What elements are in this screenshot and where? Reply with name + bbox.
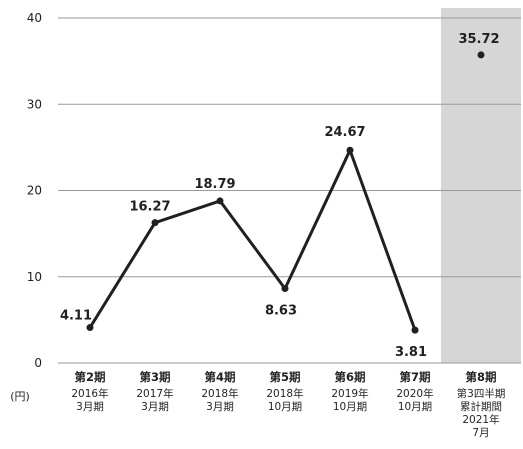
data-label: 4.11: [60, 309, 92, 324]
y-tick-label: 30: [27, 97, 42, 111]
period-date-label: 3月期: [76, 401, 104, 413]
period-date-label: 3月期: [206, 401, 234, 413]
period-label: 第4期: [204, 370, 235, 384]
grid-lines: [58, 17, 521, 364]
series-line: [88, 148, 417, 332]
y-tick-label: 10: [27, 270, 42, 284]
period-label: 第7期: [399, 370, 430, 384]
data-label: 18.79: [194, 177, 235, 192]
data-label: 35.72: [458, 32, 499, 47]
y-tick-label: 40: [27, 11, 42, 25]
period-date-label: 2016年: [71, 387, 108, 400]
y-tick-label: 20: [27, 184, 42, 198]
period-label: 第3期: [139, 370, 170, 384]
data-point: [477, 51, 485, 59]
period-date-label: 第3四半期: [457, 387, 506, 400]
period-date-label: 7月: [472, 427, 489, 439]
period-date-label: 3月期: [141, 401, 169, 413]
data-point: [281, 285, 289, 293]
data-label: 8.63: [265, 304, 297, 319]
period-date-label: 2020年: [396, 387, 433, 400]
period-date-label: 2017年: [136, 387, 173, 400]
period-date-label: 10月期: [268, 401, 302, 413]
period-label: 第2期: [74, 370, 105, 384]
y-axis-unit-label: (円): [10, 390, 30, 403]
data-label: 16.27: [129, 200, 170, 215]
data-label: 24.67: [324, 125, 365, 140]
period-date-label: 2019年: [331, 387, 368, 400]
y-axis-ticks: 0 10 20 30 40: [27, 11, 42, 370]
data-point: [216, 197, 224, 205]
period-label: 第5期: [269, 370, 300, 384]
period-label: 第6期: [334, 370, 365, 384]
data-labels: 4.11 16.27 18.79 8.63 24.67 3.81 35.72: [60, 32, 500, 360]
period-date-label: 2018年: [201, 387, 238, 400]
highlight-band: [441, 8, 521, 363]
period-date-label: 10月期: [333, 401, 367, 413]
period-date-label: 10月期: [398, 401, 432, 413]
data-point: [346, 146, 354, 154]
period-date-label: 累計期間: [460, 400, 502, 413]
period-date-label: 2018年: [266, 387, 303, 400]
data-points: [86, 51, 485, 334]
period-label: 第8期: [465, 370, 496, 384]
x-axis-labels: 第2期2016年3月期第3期2017年3月期第4期2018年3月期第5期2018…: [71, 370, 505, 439]
y-tick-label: 0: [34, 356, 42, 370]
data-point: [411, 326, 419, 334]
data-label: 3.81: [395, 345, 427, 360]
period-date-label: 2021年: [462, 413, 499, 426]
data-point: [86, 324, 94, 332]
data-point: [151, 219, 159, 227]
